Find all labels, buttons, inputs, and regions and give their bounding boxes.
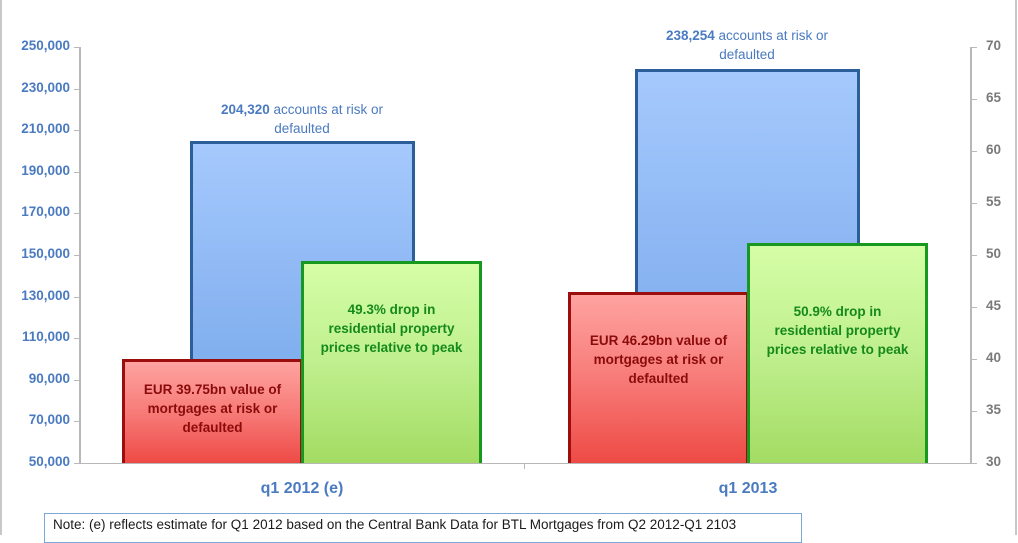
left-axis-line <box>79 47 81 464</box>
accounts-label-text: accounts at risk or <box>714 28 829 43</box>
left-tick-label: 130,000 <box>21 288 70 303</box>
left-tick <box>74 338 80 339</box>
category-label-q1-2013: q1 2013 <box>718 480 778 497</box>
right-tick <box>971 307 977 308</box>
mortgage-value-bar-q1-2013: EUR 46.29bn value of mortgages at risk o… <box>568 292 749 463</box>
right-tick-label: 55 <box>986 194 1002 209</box>
right-tick-label: 60 <box>986 142 1002 157</box>
left-tick <box>74 421 80 422</box>
left-tick <box>74 172 80 173</box>
left-tick-label: 190,000 <box>21 163 70 178</box>
accounts-label-text: accounts at risk or <box>269 102 384 117</box>
left-tick-label: 150,000 <box>21 246 70 261</box>
mortgage-value-text: EUR 46.29bn value of mortgages at risk o… <box>571 331 746 388</box>
left-tick <box>74 213 80 214</box>
mortgage-value-line: defaulted <box>182 420 243 435</box>
price-drop-text: 49.3% drop in residential property price… <box>304 300 479 357</box>
price-drop-line: 50.9% drop in <box>793 304 882 319</box>
frame-left-border <box>0 0 2 535</box>
left-tick-label: 90,000 <box>28 371 70 386</box>
right-tick <box>971 47 977 48</box>
price-drop-line: residential property <box>328 321 455 336</box>
price-drop-text: 50.9% drop in residential property price… <box>750 302 925 359</box>
accounts-label-line2: defaulted <box>719 47 775 62</box>
accounts-label-line2: defaulted <box>274 121 330 136</box>
mortgage-value-line: mortgages at risk or <box>593 352 724 367</box>
mortgage-value-line: mortgages at risk or <box>147 401 278 416</box>
right-tick-label: 35 <box>986 402 1002 417</box>
right-tick <box>971 99 977 100</box>
right-tick-label: 40 <box>986 350 1002 365</box>
right-tick <box>971 359 977 360</box>
x-axis-line <box>79 463 972 464</box>
right-tick-label: 50 <box>986 246 1002 261</box>
accounts-count: 204,320 <box>220 102 270 117</box>
left-tick <box>74 297 80 298</box>
mortgage-value-line: defaulted <box>628 371 689 386</box>
left-tick <box>74 47 80 48</box>
right-tick <box>971 411 977 412</box>
mortgage-value-text: EUR 39.75bn value of mortgages at risk o… <box>125 380 300 437</box>
left-tick <box>74 255 80 256</box>
left-tick <box>74 463 80 464</box>
price-drop-line: 49.3% drop in <box>347 302 436 317</box>
footnote: Note: (e) reflects estimate for Q1 2012 … <box>44 513 802 543</box>
frame-right-border <box>1015 0 1017 535</box>
left-tick-label: 70,000 <box>28 412 70 427</box>
right-tick-label: 30 <box>986 454 1002 469</box>
right-tick <box>971 255 977 256</box>
price-drop-line: residential property <box>774 323 901 338</box>
accounts-count: 238,254 <box>665 28 715 43</box>
left-tick-label: 250,000 <box>21 38 70 53</box>
left-tick <box>74 89 80 90</box>
left-tick <box>74 380 80 381</box>
left-tick-label: 170,000 <box>21 204 70 219</box>
accounts-label-q1-2012: 204,320 accounts at risk or defaulted <box>170 100 434 138</box>
right-tick <box>971 151 977 152</box>
right-tick-label: 70 <box>986 38 1002 53</box>
right-tick <box>971 463 977 464</box>
right-tick-label: 65 <box>986 90 1002 105</box>
left-tick-label: 50,000 <box>28 454 70 469</box>
left-tick <box>74 130 80 131</box>
mortgage-value-line: EUR 39.75bn value of <box>143 382 282 397</box>
mortgage-value-line: EUR 46.29bn value of <box>589 333 728 348</box>
left-tick-label: 210,000 <box>21 121 70 136</box>
category-label-q1-2012: q1 2012 (e) <box>260 480 344 497</box>
x-tick <box>524 463 525 469</box>
right-tick-label: 45 <box>986 298 1002 313</box>
price-drop-bar-q1-2013: 50.9% drop in residential property price… <box>747 243 928 463</box>
accounts-label-q1-2013: 238,254 accounts at risk or defaulted <box>615 26 879 64</box>
mortgage-value-bar-q1-2012: EUR 39.75bn value of mortgages at risk o… <box>122 359 303 463</box>
price-drop-line: prices relative to peak <box>766 342 909 357</box>
left-tick-label: 230,000 <box>21 80 70 95</box>
left-tick-label: 110,000 <box>21 329 70 344</box>
right-tick <box>971 203 977 204</box>
price-drop-bar-q1-2012: 49.3% drop in residential property price… <box>301 261 482 463</box>
price-drop-line: prices relative to peak <box>320 340 463 355</box>
